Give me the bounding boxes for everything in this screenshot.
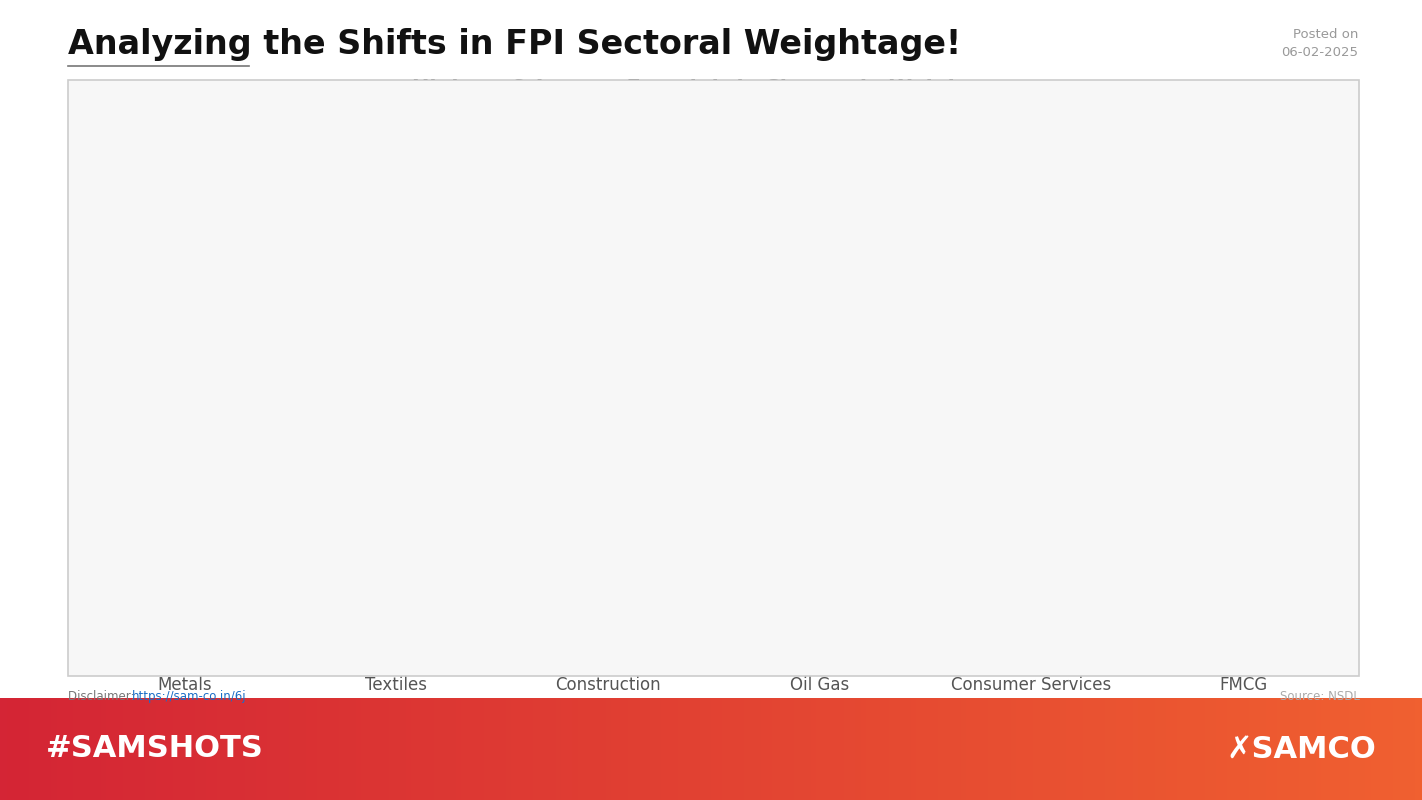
Text: -0.30%: -0.30%	[791, 259, 849, 277]
Text: ✗SAMCO: ✗SAMCO	[1227, 734, 1376, 763]
Text: 0.05%: 0.05%	[1217, 137, 1270, 155]
Text: -0.34%: -0.34%	[367, 270, 425, 287]
Bar	[775, 170, 865, 250]
Text: Analyzing the Shifts in FPI Sectoral Weightage!: Analyzing the Shifts in FPI Sectoral Wei…	[68, 28, 961, 61]
Bar	[1199, 157, 1288, 170]
Bar	[351, 170, 441, 260]
Text: Disclaimer:: Disclaimer:	[68, 690, 138, 702]
Bar	[987, 170, 1076, 242]
Text: -1.67%: -1.67%	[155, 622, 213, 640]
Title: Highest & Lowest Fortnightly Change in Weightage: Highest & Lowest Fortnightly Change in W…	[412, 79, 1015, 99]
Text: -0.33%: -0.33%	[579, 267, 637, 285]
Text: Source: NSDL: Source: NSDL	[1280, 690, 1359, 702]
Bar	[563, 170, 653, 258]
Text: Posted on
06-02-2025: Posted on 06-02-2025	[1281, 28, 1358, 59]
Bar	[139, 170, 229, 612]
Text: -0.27%: -0.27%	[1003, 251, 1061, 269]
Text: https://sam-co.in/6j: https://sam-co.in/6j	[132, 690, 247, 702]
Text: #SAMSHOTS: #SAMSHOTS	[46, 734, 263, 763]
